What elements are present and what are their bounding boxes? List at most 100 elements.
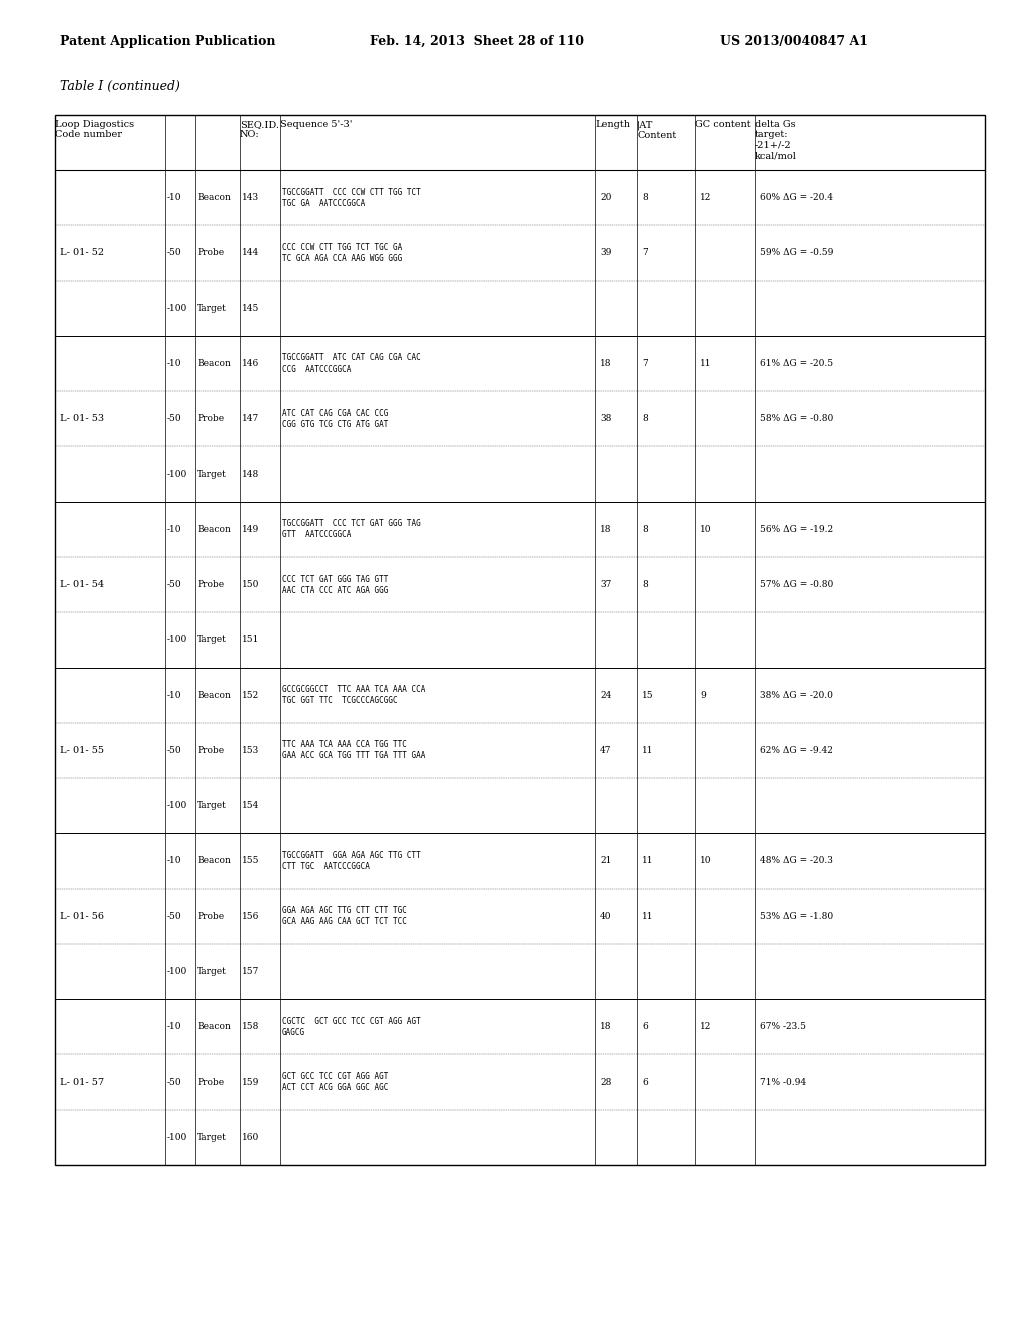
Text: 8: 8 <box>642 579 648 589</box>
Text: L- 01- 56: L- 01- 56 <box>60 912 104 921</box>
Text: 48% ΔG = -20.3: 48% ΔG = -20.3 <box>760 857 833 866</box>
Text: Beacon: Beacon <box>197 857 230 866</box>
Text: GCT GCC TCC CGT AGG AGT
ACT CCT ACG GGA GGC AGC: GCT GCC TCC CGT AGG AGT ACT CCT ACG GGA … <box>282 1072 388 1092</box>
Text: 11: 11 <box>700 359 712 368</box>
Text: 18: 18 <box>600 1022 611 1031</box>
Text: 149: 149 <box>242 525 259 533</box>
Text: 8: 8 <box>642 414 648 424</box>
Text: 56% ΔG = -19.2: 56% ΔG = -19.2 <box>760 525 834 533</box>
Text: Patent Application Publication: Patent Application Publication <box>60 36 275 48</box>
Text: 53% ΔG = -1.80: 53% ΔG = -1.80 <box>760 912 834 921</box>
Text: CCC CCW CTT TGG TCT TGC GA
TC GCA AGA CCA AAG WGG GGG: CCC CCW CTT TGG TCT TGC GA TC GCA AGA CC… <box>282 243 402 263</box>
Text: 143: 143 <box>242 193 259 202</box>
Text: 152: 152 <box>242 690 259 700</box>
Text: 37: 37 <box>600 579 611 589</box>
Text: -10: -10 <box>167 690 181 700</box>
Text: -10: -10 <box>167 1022 181 1031</box>
Text: US 2013/0040847 A1: US 2013/0040847 A1 <box>720 36 868 48</box>
Text: -100: -100 <box>167 968 187 975</box>
Text: 40: 40 <box>600 912 611 921</box>
Text: Probe: Probe <box>197 912 224 921</box>
Text: 148: 148 <box>242 470 259 479</box>
Text: 151: 151 <box>242 635 259 644</box>
Text: ATC CAT CAG CGA CAC CCG
CGG GTG TCG CTG ATG GAT: ATC CAT CAG CGA CAC CCG CGG GTG TCG CTG … <box>282 409 388 429</box>
Text: Probe: Probe <box>197 248 224 257</box>
Text: 47: 47 <box>600 746 611 755</box>
Text: 159: 159 <box>242 1077 259 1086</box>
Text: -10: -10 <box>167 857 181 866</box>
Text: Length: Length <box>595 120 630 129</box>
Text: TGCCGGATT  CCC CCW CTT TGG TCT
TGC GA  AATCCCGGCA: TGCCGGATT CCC CCW CTT TGG TCT TGC GA AAT… <box>282 187 421 207</box>
Text: Probe: Probe <box>197 746 224 755</box>
Text: 154: 154 <box>242 801 259 810</box>
Text: 6: 6 <box>642 1022 648 1031</box>
Text: -100: -100 <box>167 304 187 313</box>
Text: 10: 10 <box>700 857 712 866</box>
Text: -50: -50 <box>167 579 181 589</box>
Text: Target: Target <box>197 968 227 975</box>
Text: Beacon: Beacon <box>197 525 230 533</box>
Text: 58% ΔG = -0.80: 58% ΔG = -0.80 <box>760 414 834 424</box>
Text: 145: 145 <box>242 304 259 313</box>
Text: Target: Target <box>197 801 227 810</box>
Text: Beacon: Beacon <box>197 690 230 700</box>
Text: 155: 155 <box>242 857 259 866</box>
Text: 59% ΔG = -0.59: 59% ΔG = -0.59 <box>760 248 834 257</box>
Text: CGCTC  GCT GCC TCC CGT AGG AGT
GAGCG: CGCTC GCT GCC TCC CGT AGG AGT GAGCG <box>282 1016 421 1036</box>
Text: Probe: Probe <box>197 414 224 424</box>
Text: Beacon: Beacon <box>197 193 230 202</box>
Text: 146: 146 <box>242 359 259 368</box>
Text: -50: -50 <box>167 414 181 424</box>
Text: TTC AAA TCA AAA CCA TGG TTC
GAA ACC GCA TGG TTT TGA TTT GAA: TTC AAA TCA AAA CCA TGG TTC GAA ACC GCA … <box>282 741 425 760</box>
Text: SEQ.ID.
NO:: SEQ.ID. NO: <box>240 120 279 140</box>
Text: Table I (continued): Table I (continued) <box>60 81 180 92</box>
Text: -100: -100 <box>167 635 187 644</box>
Text: 20: 20 <box>600 193 611 202</box>
Text: -50: -50 <box>167 1077 181 1086</box>
Text: 60% ΔG = -20.4: 60% ΔG = -20.4 <box>760 193 833 202</box>
Text: -50: -50 <box>167 746 181 755</box>
Text: L- 01- 54: L- 01- 54 <box>60 579 104 589</box>
Text: GC content: GC content <box>695 120 751 129</box>
Text: 18: 18 <box>600 525 611 533</box>
Text: 8: 8 <box>642 193 648 202</box>
Text: TGCCGGATT  ATC CAT CAG CGA CAC
CCG  AATCCCGGCA: TGCCGGATT ATC CAT CAG CGA CAC CCG AATCCC… <box>282 354 421 374</box>
Text: -100: -100 <box>167 801 187 810</box>
Text: 11: 11 <box>642 857 653 866</box>
Text: Probe: Probe <box>197 1077 224 1086</box>
Text: 158: 158 <box>242 1022 259 1031</box>
Text: 24: 24 <box>600 690 611 700</box>
Text: L- 01- 52: L- 01- 52 <box>60 248 104 257</box>
Text: Target: Target <box>197 1133 227 1142</box>
Text: 11: 11 <box>642 746 653 755</box>
Text: 61% ΔG = -20.5: 61% ΔG = -20.5 <box>760 359 834 368</box>
Text: 156: 156 <box>242 912 259 921</box>
Text: -50: -50 <box>167 912 181 921</box>
Text: -50: -50 <box>167 248 181 257</box>
Text: 160: 160 <box>242 1133 259 1142</box>
Text: 57% ΔG = -0.80: 57% ΔG = -0.80 <box>760 579 834 589</box>
Text: 39: 39 <box>600 248 611 257</box>
Text: 71% -0.94: 71% -0.94 <box>760 1077 806 1086</box>
Text: 11: 11 <box>642 912 653 921</box>
Text: Probe: Probe <box>197 579 224 589</box>
Text: 150: 150 <box>242 579 259 589</box>
Text: 21: 21 <box>600 857 611 866</box>
Text: GCCGCGGCCT  TTC AAA TCA AAA CCA
TGC GGT TTC  TCGCCCAGCGGC: GCCGCGGCCT TTC AAA TCA AAA CCA TGC GGT T… <box>282 685 425 705</box>
Bar <box>55 115 985 1166</box>
Text: TGCCGGATT  GGA AGA AGC TTG CTT
CTT TGC  AATCCCGGCA: TGCCGGATT GGA AGA AGC TTG CTT CTT TGC AA… <box>282 851 421 871</box>
Text: -10: -10 <box>167 359 181 368</box>
Text: Loop Diagostics
Code number: Loop Diagostics Code number <box>55 120 134 140</box>
Text: 153: 153 <box>242 746 259 755</box>
Text: L- 01- 57: L- 01- 57 <box>60 1077 104 1086</box>
Text: -10: -10 <box>167 525 181 533</box>
Text: 12: 12 <box>700 1022 712 1031</box>
Text: TGCCGGATT  CCC TCT GAT GGG TAG
GTT  AATCCCGGCA: TGCCGGATT CCC TCT GAT GGG TAG GTT AATCCC… <box>282 519 421 540</box>
Text: 38% ΔG = -20.0: 38% ΔG = -20.0 <box>760 690 833 700</box>
Text: 28: 28 <box>600 1077 611 1086</box>
Text: 9: 9 <box>700 690 706 700</box>
Text: 15: 15 <box>642 690 653 700</box>
Text: Target: Target <box>197 470 227 479</box>
Text: -100: -100 <box>167 470 187 479</box>
Text: Target: Target <box>197 304 227 313</box>
